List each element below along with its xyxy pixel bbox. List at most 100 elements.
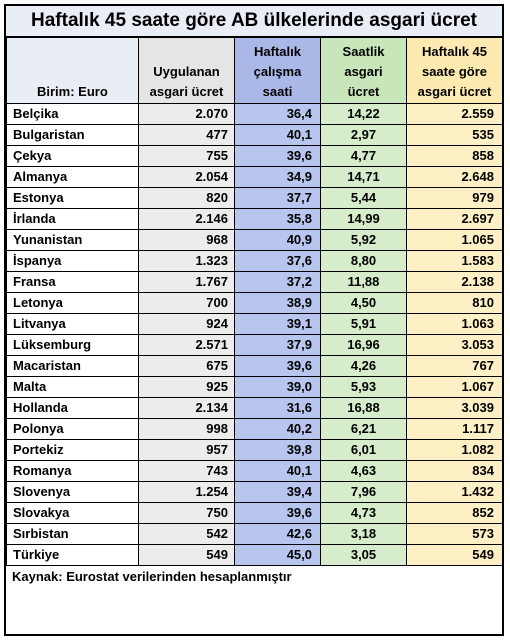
table-row: Yunanistan 968 40,9 5,92 1.065 [6,229,503,251]
table-row: Slovenya 1.254 39,4 7,96 1.432 [6,481,503,503]
wage-45h-cell: 549 [406,544,503,566]
wage-45h-cell: 1.065 [406,229,503,251]
table-row: Slovakya 750 39,6 4,73 852 [6,502,503,524]
applied-wage-cell: 2.146 [138,208,235,230]
country-cell: Yunanistan [6,229,139,251]
weekly-hours-cell: 37,2 [234,271,321,293]
table-body: Belçika 2.070 36,4 14,22 2.559 Bulgaristan 477… [6,103,503,566]
applied-wage-cell: 2.134 [138,397,235,419]
country-cell: Sırbistan [6,523,139,545]
hourly-wage-cell: 5,44 [320,187,407,209]
weekly-hours-cell: 45,0 [234,544,321,566]
hourly-wage-cell: 3,05 [320,544,407,566]
table-row: Lüksemburg 2.571 37,9 16,96 3.053 [6,334,503,356]
hourly-wage-cell: 6,01 [320,439,407,461]
hourly-wage-cell: 11,88 [320,271,407,293]
table-row: Belçika 2.070 36,4 14,22 2.559 [6,103,503,125]
header-wage-45h: Haftalık 45 saate göre asgari ücret [406,37,503,104]
hourly-wage-cell: 4,73 [320,502,407,524]
applied-wage-cell: 1.767 [138,271,235,293]
country-cell: İspanya [6,250,139,272]
table-row: Fransa 1.767 37,2 11,88 2.138 [6,271,503,293]
wage-45h-cell: 2.559 [406,103,503,125]
hourly-wage-cell: 5,93 [320,376,407,398]
hourly-wage-cell: 14,22 [320,103,407,125]
applied-wage-cell: 750 [138,502,235,524]
weekly-hours-cell: 37,9 [234,334,321,356]
country-cell: Türkiye [6,544,139,566]
applied-wage-cell: 925 [138,376,235,398]
table-row: Hollanda 2.134 31,6 16,88 3.039 [6,397,503,419]
country-cell: Hollanda [6,397,139,419]
wage-45h-cell: 1.067 [406,376,503,398]
weekly-hours-cell: 39,4 [234,481,321,503]
header-applied-wage: Uygulanan asgari ücret [138,37,235,104]
wage-45h-cell: 2.697 [406,208,503,230]
applied-wage-cell: 743 [138,460,235,482]
applied-wage-cell: 542 [138,523,235,545]
applied-wage-cell: 549 [138,544,235,566]
hourly-wage-cell: 14,99 [320,208,407,230]
country-cell: Macaristan [6,355,139,377]
applied-wage-cell: 1.323 [138,250,235,272]
weekly-hours-cell: 39,6 [234,502,321,524]
country-cell: Fransa [6,271,139,293]
applied-wage-cell: 477 [138,124,235,146]
table-row: Portekiz 957 39,8 6,01 1.082 [6,439,503,461]
hourly-wage-cell: 16,96 [320,334,407,356]
wage-45h-cell: 1.117 [406,418,503,440]
wage-45h-cell: 852 [406,502,503,524]
weekly-hours-cell: 39,6 [234,355,321,377]
wage-45h-cell: 1.432 [406,481,503,503]
table-row: Letonya 700 38,9 4,50 810 [6,292,503,314]
country-cell: Almanya [6,166,139,188]
weekly-hours-cell: 37,6 [234,250,321,272]
weekly-hours-cell: 40,2 [234,418,321,440]
country-cell: Portekiz [6,439,139,461]
minimum-wage-table: Birim: Euro Uygulanan asgari ücret Hafta… [6,37,503,566]
country-cell: Çekya [6,145,139,167]
weekly-hours-cell: 36,4 [234,103,321,125]
wage-45h-cell: 573 [406,523,503,545]
wage-45h-cell: 2.138 [406,271,503,293]
applied-wage-cell: 924 [138,313,235,335]
weekly-hours-cell: 40,9 [234,229,321,251]
applied-wage-cell: 755 [138,145,235,167]
country-cell: Slovakya [6,502,139,524]
weekly-hours-cell: 31,6 [234,397,321,419]
applied-wage-cell: 2.571 [138,334,235,356]
page-title: Haftalık 45 saate göre AB ülkelerinde as… [6,6,502,37]
country-cell: Estonya [6,187,139,209]
applied-wage-cell: 700 [138,292,235,314]
weekly-hours-cell: 39,6 [234,145,321,167]
table-row: Litvanya 924 39,1 5,91 1.063 [6,313,503,335]
wage-45h-cell: 535 [406,124,503,146]
applied-wage-cell: 1.254 [138,481,235,503]
hourly-wage-cell: 14,71 [320,166,407,188]
applied-wage-cell: 998 [138,418,235,440]
hourly-wage-cell: 16,88 [320,397,407,419]
country-cell: Litvanya [6,313,139,335]
wage-45h-cell: 858 [406,145,503,167]
header-hourly-wage: Saatlik asgari ücret [320,37,407,104]
table-row: Bulgaristan 477 40,1 2,97 535 [6,124,503,146]
source-note: Kaynak: Eurostat verilerinden hesaplanmı… [6,566,502,588]
weekly-hours-cell: 37,7 [234,187,321,209]
table-row: Polonya 998 40,2 6,21 1.117 [6,418,503,440]
hourly-wage-cell: 8,80 [320,250,407,272]
table-row: Türkiye 549 45,0 3,05 549 [6,544,503,566]
hourly-wage-cell: 5,92 [320,229,407,251]
table-row: Malta 925 39,0 5,93 1.067 [6,376,503,398]
applied-wage-cell: 968 [138,229,235,251]
applied-wage-cell: 2.054 [138,166,235,188]
table-row: Macaristan 675 39,6 4,26 767 [6,355,503,377]
table-row: İspanya 1.323 37,6 8,80 1.583 [6,250,503,272]
table-row: Almanya 2.054 34,9 14,71 2.648 [6,166,503,188]
wage-45h-cell: 3.053 [406,334,503,356]
country-cell: Letonya [6,292,139,314]
hourly-wage-cell: 3,18 [320,523,407,545]
header-unit: Birim: Euro [6,37,139,104]
country-cell: Polonya [6,418,139,440]
weekly-hours-cell: 39,1 [234,313,321,335]
weekly-hours-cell: 34,9 [234,166,321,188]
